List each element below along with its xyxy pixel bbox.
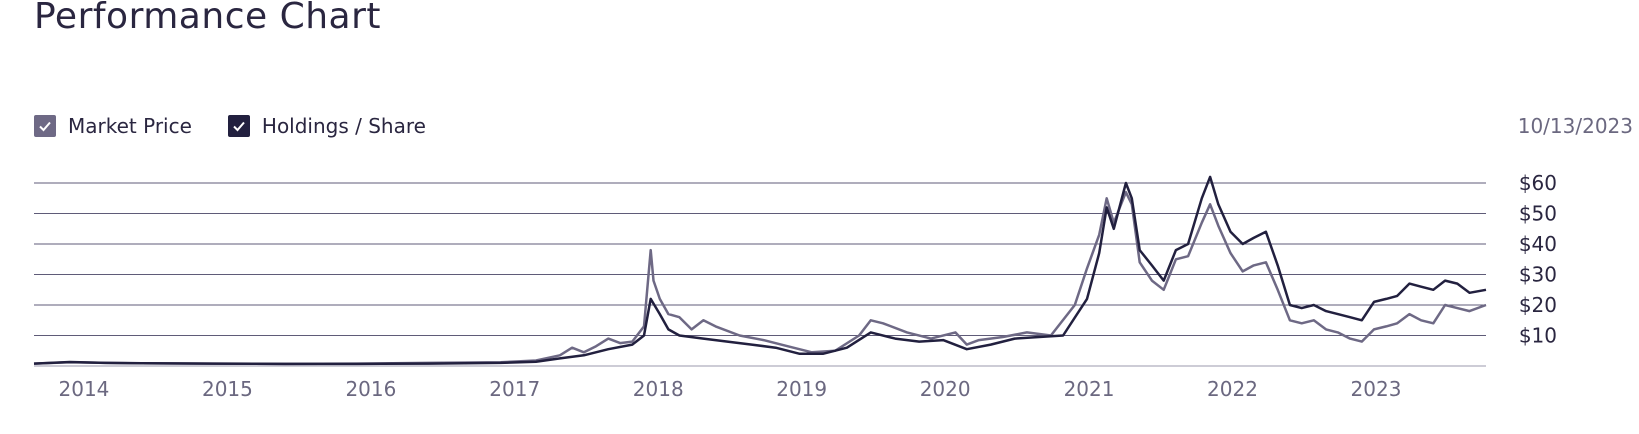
x-tick-label: 2018: [633, 377, 684, 401]
series-line-holdings-share: [33, 175, 1487, 366]
x-tick-label: 2023: [1351, 377, 1402, 401]
legend-label-holdings-share: Holdings / Share: [261, 114, 426, 138]
x-tick-label: 2014: [59, 377, 110, 401]
legend-label-market-price: Market Price: [68, 114, 192, 138]
checkmark-icon: [39, 121, 51, 132]
checkmark-icon: [233, 121, 245, 132]
y-tick-label: $20: [1519, 293, 1557, 317]
legend-item-market-price[interactable]: Market Price: [34, 114, 192, 138]
holdings-share-checkbox[interactable]: [227, 115, 250, 137]
legend-item-holdings-share[interactable]: Holdings / Share: [227, 114, 426, 138]
market-price-checkbox[interactable]: [34, 115, 56, 137]
y-tick-label: $10: [1519, 324, 1557, 348]
y-tick-label: $60: [1519, 171, 1557, 195]
y-tick-label: $30: [1519, 263, 1557, 287]
x-tick-label: 2020: [920, 377, 971, 401]
x-tick-label: 2015: [202, 377, 253, 401]
x-tick-label: 2019: [776, 377, 827, 401]
x-tick-label: 2017: [489, 377, 540, 401]
y-tick-label: $40: [1519, 232, 1557, 256]
series-line-market-price: [33, 190, 1487, 366]
x-tick-label: 2016: [345, 377, 396, 401]
legend: Market Price Holdings / Share: [34, 114, 462, 138]
as-of-date: 10/13/2023: [1517, 114, 1633, 138]
page-title: Performance Chart: [34, 0, 382, 37]
x-tick-label: 2021: [1064, 377, 1115, 401]
y-tick-label: $50: [1519, 202, 1557, 226]
x-tick-label: 2022: [1207, 377, 1258, 401]
